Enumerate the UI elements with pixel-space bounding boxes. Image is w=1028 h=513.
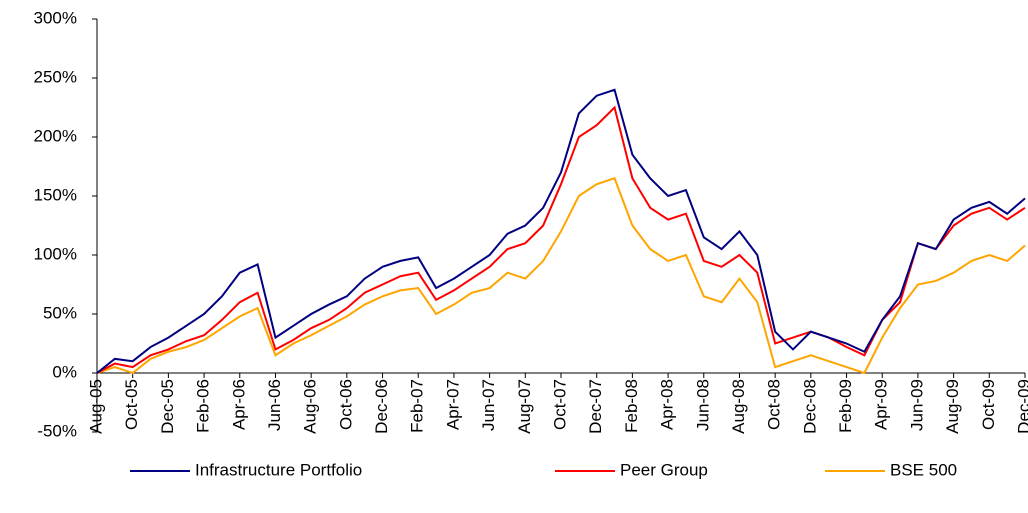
series-line	[96, 105, 1026, 374]
x-tick-label: Apr-06	[229, 379, 248, 430]
x-tick-label: Apr-09	[872, 379, 891, 430]
x-tick-label: Aug-05	[86, 379, 105, 434]
legend-label: BSE 500	[890, 460, 957, 479]
series-line	[96, 177, 1026, 375]
x-tick-label: Dec-05	[158, 379, 177, 434]
y-tick-label: 200%	[34, 126, 77, 145]
y-tick-label: 150%	[34, 185, 77, 204]
x-tick-label: Dec-09	[1014, 379, 1028, 434]
x-tick-label: Aug-09	[943, 379, 962, 434]
y-tick-label: 250%	[34, 67, 77, 86]
legend-label: Peer Group	[620, 460, 708, 479]
x-tick-label: Jun-08	[693, 379, 712, 431]
x-tick-label: Oct-06	[336, 379, 355, 430]
x-tick-label: Feb-07	[408, 379, 427, 433]
x-tick-label: Aug-08	[729, 379, 748, 434]
x-tick-label: Oct-08	[765, 379, 784, 430]
x-tick-label: Oct-09	[979, 379, 998, 430]
y-tick-label: -50%	[37, 421, 77, 440]
x-tick-label: Feb-09	[836, 379, 855, 433]
x-tick-label: Dec-08	[800, 379, 819, 434]
legend-label: Infrastructure Portfolio	[195, 460, 362, 479]
x-tick-label: Oct-07	[550, 379, 569, 430]
x-tick-label: Oct-05	[122, 379, 141, 430]
y-tick-label: 0%	[52, 362, 77, 381]
x-tick-label: Feb-06	[194, 379, 213, 433]
x-tick-label: Jun-06	[265, 379, 284, 431]
y-tick-label: 50%	[43, 303, 77, 322]
x-tick-label: Feb-08	[622, 379, 641, 433]
y-tick-label: 100%	[34, 244, 77, 263]
series-line	[96, 88, 1026, 374]
x-tick-label: Dec-06	[372, 379, 391, 434]
x-tick-label: Dec-07	[586, 379, 605, 434]
x-tick-label: Jun-07	[479, 379, 498, 431]
x-tick-label: Aug-06	[301, 379, 320, 434]
x-tick-label: Jun-09	[907, 379, 926, 431]
x-tick-label: Aug-07	[515, 379, 534, 434]
y-tick-label: 300%	[34, 8, 77, 27]
x-tick-label: Apr-08	[658, 379, 677, 430]
x-tick-label: Apr-07	[443, 379, 462, 430]
